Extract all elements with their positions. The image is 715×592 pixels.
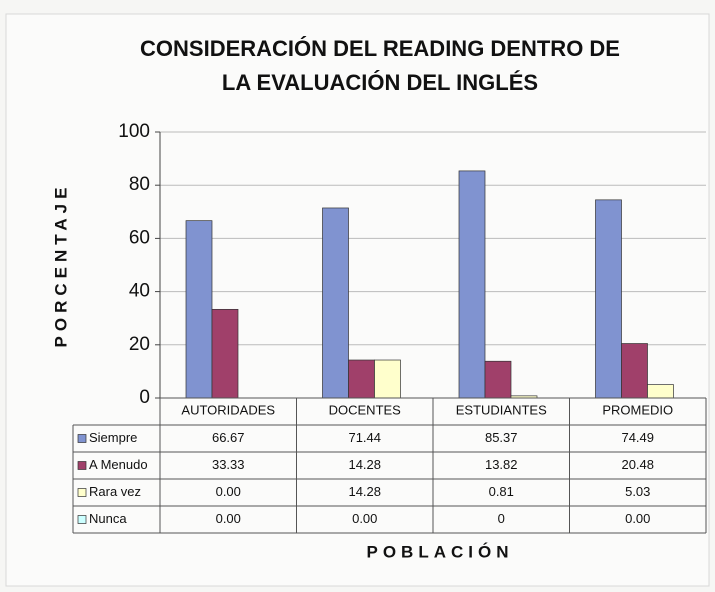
legend-key <box>77 434 87 443</box>
table-value: 0.81 <box>489 484 514 499</box>
bar <box>484 360 512 399</box>
y-tick-label: 60 <box>129 227 150 248</box>
x-tick-label: AUTORIDADES <box>181 402 275 417</box>
legend-label: A Menudo <box>89 457 148 472</box>
table-value: 71.44 <box>348 430 381 445</box>
legend-label: Nunca <box>89 511 127 526</box>
legend-key <box>77 488 87 497</box>
bar <box>322 207 349 399</box>
table-value: 14.28 <box>348 484 381 499</box>
table-value: 85.37 <box>485 430 518 445</box>
bar <box>595 199 622 399</box>
bar <box>348 359 375 399</box>
chart-area <box>5 13 710 587</box>
table-value: 0.00 <box>216 484 241 499</box>
x-axis-label: POBLACIÓN <box>367 542 514 561</box>
x-tick-label: PROMEDIO <box>602 402 673 417</box>
bar <box>621 343 648 399</box>
table-value: 5.03 <box>625 484 650 499</box>
y-tick-label: 40 <box>129 281 150 302</box>
y-tick-label: 100 <box>118 121 150 142</box>
legend-key <box>77 461 87 470</box>
chart-title: LA EVALUACIÓN DEL INGLÉS <box>222 70 538 95</box>
y-tick-label: 20 <box>129 334 150 355</box>
table-value: 20.48 <box>621 457 654 472</box>
table-value: 0.00 <box>625 511 650 526</box>
legend-label: Siempre <box>89 430 137 445</box>
bar <box>185 220 213 399</box>
table-value: 0 <box>498 511 505 526</box>
table-value: 13.82 <box>485 457 518 472</box>
chart-title: CONSIDERACIÓN DEL READING DENTRO DE <box>140 36 620 61</box>
bar <box>647 384 674 399</box>
y-tick-label: 0 <box>139 387 150 408</box>
y-tick-label: 80 <box>129 174 150 195</box>
legend-label: Rara vez <box>89 484 141 499</box>
table-value: 66.67 <box>212 430 245 445</box>
table-value: 33.33 <box>212 457 245 472</box>
table-value: 74.49 <box>621 430 654 445</box>
y-axis-label: PORCENTAJE <box>51 183 70 348</box>
table-value: 0.00 <box>216 511 241 526</box>
x-tick-label: ESTUDIANTES <box>456 402 547 417</box>
legend-key <box>77 515 87 524</box>
bar <box>374 359 401 399</box>
table-value: 0.00 <box>352 511 377 526</box>
bar <box>458 170 486 399</box>
bar <box>211 308 239 399</box>
table-value: 14.28 <box>348 457 381 472</box>
x-tick-label: DOCENTES <box>329 402 402 417</box>
